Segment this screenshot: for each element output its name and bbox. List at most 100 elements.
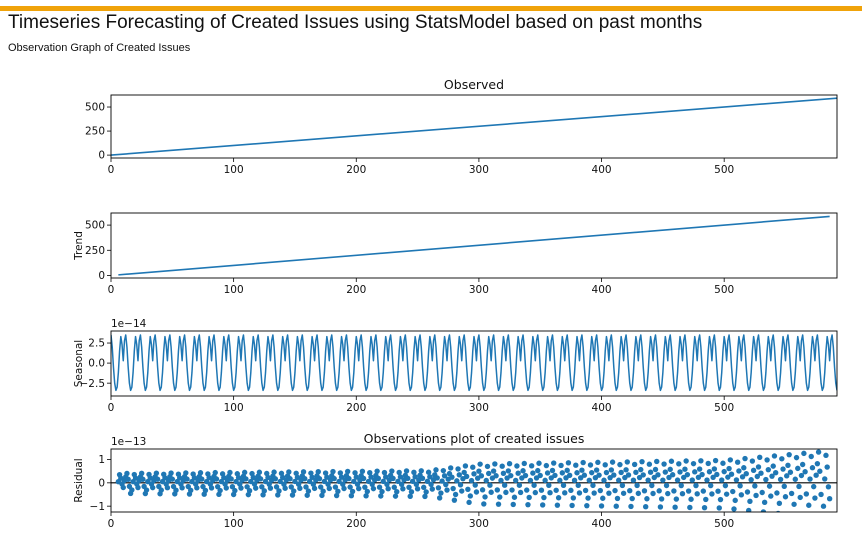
residual-point	[569, 502, 575, 509]
residual-point	[613, 503, 619, 509]
residual-point	[492, 461, 498, 467]
residual-point	[457, 482, 464, 488]
residual-point	[293, 470, 299, 476]
residual-point	[473, 489, 480, 495]
subplot-title: Observed	[444, 77, 504, 92]
residual-point	[537, 472, 543, 479]
residual-point	[367, 469, 373, 476]
residual-point	[705, 460, 711, 467]
residual-point	[309, 474, 315, 480]
residual-point	[369, 481, 375, 487]
residual-point	[573, 462, 579, 468]
residual-point	[381, 469, 388, 476]
residual-point	[173, 487, 179, 493]
residual-point	[674, 477, 681, 483]
residual-point	[470, 464, 476, 470]
residual-point	[448, 465, 454, 471]
residual-point	[553, 487, 559, 493]
residual-point	[645, 477, 651, 483]
residual-point	[535, 467, 541, 474]
residual-point	[384, 481, 390, 487]
residual-point	[390, 475, 396, 482]
residual-point	[267, 485, 274, 491]
residual-point	[494, 487, 500, 493]
residual-point	[306, 478, 313, 485]
residual-point	[229, 484, 236, 490]
residual-point	[300, 469, 307, 475]
residual-point	[682, 466, 688, 472]
residual-point	[295, 481, 302, 487]
residual-point	[683, 458, 689, 464]
residual-point	[624, 459, 630, 465]
residual-point	[208, 485, 215, 491]
residual-point	[330, 468, 336, 475]
y-axis-label: Residual	[73, 458, 85, 502]
residual-point	[597, 487, 604, 494]
residual-point	[532, 489, 539, 496]
residual-point	[785, 462, 791, 469]
residual-point	[656, 488, 662, 494]
residual-point	[217, 487, 223, 494]
residual-point	[658, 496, 665, 502]
residual-point	[706, 469, 713, 475]
residual-point	[477, 461, 483, 467]
residual-point	[397, 474, 404, 480]
residual-point	[655, 472, 661, 478]
residual-point	[497, 494, 503, 500]
residual-point	[641, 488, 648, 494]
residual-point	[304, 492, 310, 498]
residual-point	[495, 501, 502, 507]
residual-point	[589, 469, 595, 476]
y-axis-label: Seasonal	[73, 340, 85, 387]
residual-point	[673, 496, 680, 502]
residual-point	[347, 484, 353, 490]
residual-point	[419, 475, 426, 482]
residual-point	[164, 485, 171, 491]
x-tick-label: 200	[346, 518, 366, 530]
x-tick-label: 0	[108, 402, 115, 414]
residual-point	[757, 454, 763, 460]
residual-point	[709, 491, 715, 497]
residual-point	[668, 458, 675, 464]
residual-point	[813, 472, 819, 478]
residual-point	[780, 466, 786, 472]
residual-point	[154, 476, 161, 482]
residual-point	[349, 488, 356, 495]
residual-point	[793, 454, 800, 461]
residual-point	[730, 488, 736, 495]
residual-point	[704, 477, 710, 483]
residual-point	[500, 470, 507, 477]
residual-point	[699, 471, 705, 478]
residual-point	[398, 481, 405, 488]
residual-point	[642, 503, 649, 510]
residual-point	[731, 506, 737, 512]
plot-area	[111, 449, 837, 512]
residual-point	[701, 505, 708, 511]
residual-point	[822, 476, 828, 482]
residual-point	[549, 467, 556, 474]
y-tick-label: 250	[85, 126, 105, 138]
residual-point	[333, 492, 340, 499]
residual-point	[514, 463, 520, 469]
residual-point	[669, 472, 676, 478]
residual-point	[525, 501, 531, 508]
residual-point	[310, 481, 317, 487]
residual-point	[322, 470, 329, 476]
plot-area	[111, 334, 837, 392]
residual-point	[750, 467, 757, 474]
residual-point	[738, 492, 745, 498]
residual-point	[194, 485, 200, 491]
residual-point	[184, 476, 190, 482]
residual-point	[736, 468, 742, 474]
residual-point	[726, 465, 732, 472]
residual-point	[433, 467, 439, 473]
residual-point	[391, 484, 397, 490]
residual-point	[353, 474, 359, 480]
residual-point	[411, 469, 417, 476]
residual-point	[273, 484, 280, 490]
residual-point	[528, 463, 535, 469]
residual-point	[409, 478, 416, 485]
residual-point	[421, 484, 427, 491]
